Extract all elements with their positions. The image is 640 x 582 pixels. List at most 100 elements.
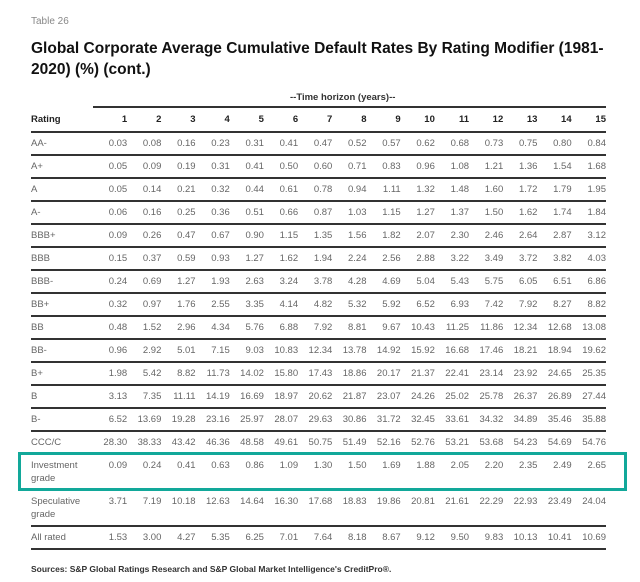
value-cell: 0.71 xyxy=(332,155,367,179)
value-cell: 4.69 xyxy=(366,270,401,294)
value-cell: 17.43 xyxy=(298,362,333,386)
source-note: Sources: S&P Global Ratings Research and… xyxy=(31,564,392,574)
value-cell: 29.63 xyxy=(298,408,333,432)
value-cell: 32.45 xyxy=(400,408,435,432)
value-cell: 0.05 xyxy=(93,178,128,202)
value-cell: 21.61 xyxy=(434,490,470,527)
value-cell: 0.96 xyxy=(400,155,435,179)
value-cell: 1.50 xyxy=(469,201,504,225)
value-cell: 1.08 xyxy=(434,155,470,179)
value-cell: 2.07 xyxy=(400,224,435,248)
value-cell: 23.92 xyxy=(503,362,538,386)
rating-cell: Investment grade xyxy=(31,454,93,491)
value-cell: 3.13 xyxy=(93,385,128,409)
value-cell: 1.52 xyxy=(127,316,162,340)
rating-cell: BB+ xyxy=(31,293,93,317)
value-cell: 18.86 xyxy=(332,362,367,386)
value-cell: 18.21 xyxy=(503,339,538,363)
rating-cell: BB xyxy=(31,316,93,340)
value-cell: 0.84 xyxy=(571,132,606,156)
value-cell: 2.30 xyxy=(434,224,470,248)
value-cell: 16.69 xyxy=(229,385,264,409)
value-cell: 1.30 xyxy=(298,454,333,491)
value-cell: 18.97 xyxy=(263,385,299,409)
value-cell: 1.88 xyxy=(400,454,435,491)
rating-cell: B xyxy=(31,385,93,409)
value-cell: 8.67 xyxy=(366,526,401,550)
value-cell: 1.27 xyxy=(229,247,264,271)
value-cell: 1.68 xyxy=(571,155,606,179)
rating-cell: BBB+ xyxy=(31,224,93,248)
table-row: BBB- 0.24 0.69 1.27 1.93 2.63 3.24 3.78 4.28 4.69… xyxy=(31,270,606,294)
value-cell: 19.62 xyxy=(571,339,606,363)
column-header-year: 13 xyxy=(503,108,538,133)
value-cell: 0.24 xyxy=(93,270,128,294)
value-cell: 7.92 xyxy=(503,293,538,317)
value-cell: 22.41 xyxy=(434,362,470,386)
value-cell: 3.72 xyxy=(503,247,538,271)
value-cell: 1.76 xyxy=(161,293,196,317)
value-cell: 0.69 xyxy=(127,270,162,294)
value-cell: 0.36 xyxy=(195,201,230,225)
value-cell: 9.50 xyxy=(434,526,470,550)
value-cell: 52.16 xyxy=(366,431,401,455)
value-cell: 25.35 xyxy=(571,362,606,386)
value-cell: 1.94 xyxy=(298,247,333,271)
value-cell: 1.82 xyxy=(366,224,401,248)
value-cell: 13.69 xyxy=(127,408,162,432)
column-header-year: 3 xyxy=(161,108,196,133)
value-cell: 1.15 xyxy=(366,201,401,225)
value-cell: 0.16 xyxy=(127,201,162,225)
value-cell: 0.08 xyxy=(127,132,162,156)
value-cell: 0.87 xyxy=(298,201,333,225)
value-cell: 1.93 xyxy=(195,270,230,294)
value-cell: 6.52 xyxy=(93,408,128,432)
value-cell: 5.32 xyxy=(332,293,367,317)
value-cell: 0.67 xyxy=(195,224,230,248)
value-cell: 1.15 xyxy=(263,224,299,248)
value-cell: 4.14 xyxy=(263,293,299,317)
column-header-year: 9 xyxy=(366,108,401,133)
rating-cell: BBB xyxy=(31,247,93,271)
value-cell: 3.82 xyxy=(537,247,572,271)
value-cell: 10.83 xyxy=(263,339,299,363)
value-cell: 19.28 xyxy=(161,408,196,432)
value-cell: 54.69 xyxy=(537,431,572,455)
value-cell: 1.11 xyxy=(366,178,401,202)
value-cell: 1.60 xyxy=(469,178,504,202)
value-cell: 0.41 xyxy=(263,132,299,156)
value-cell: 18.83 xyxy=(332,490,367,527)
value-cell: 1.27 xyxy=(400,201,435,225)
value-cell: 11.11 xyxy=(161,385,196,409)
column-header-year: 7 xyxy=(298,108,333,133)
value-cell: 0.73 xyxy=(469,132,504,156)
value-cell: 1.03 xyxy=(332,201,367,225)
value-cell: 4.27 xyxy=(161,526,196,550)
value-cell: 0.09 xyxy=(93,224,128,248)
value-cell: 0.86 xyxy=(229,454,264,491)
column-header-year: 15 xyxy=(571,108,606,133)
value-cell: 31.72 xyxy=(366,408,401,432)
value-cell: 0.68 xyxy=(434,132,470,156)
value-cell: 0.52 xyxy=(332,132,367,156)
value-cell: 12.68 xyxy=(537,316,572,340)
value-cell: 22.93 xyxy=(503,490,538,527)
column-header-year: 8 xyxy=(332,108,367,133)
value-cell: 12.63 xyxy=(195,490,230,527)
value-cell: 3.71 xyxy=(93,490,128,527)
value-cell: 0.63 xyxy=(195,454,230,491)
value-cell: 6.88 xyxy=(263,316,299,340)
value-cell: 1.36 xyxy=(503,155,538,179)
value-cell: 20.17 xyxy=(366,362,401,386)
value-cell: 8.27 xyxy=(537,293,572,317)
value-cell: 0.06 xyxy=(93,201,128,225)
column-header-year: 10 xyxy=(400,108,435,133)
header-group-label: --Time horizon (years)-- xyxy=(290,92,396,103)
value-cell: 3.24 xyxy=(263,270,299,294)
rating-cell: BBB- xyxy=(31,270,93,294)
value-cell: 25.78 xyxy=(469,385,504,409)
value-cell: 22.29 xyxy=(469,490,504,527)
column-header-year: 1 xyxy=(93,108,128,133)
table-title: Global Corporate Average Cumulative Defa… xyxy=(31,40,604,78)
value-cell: 0.48 xyxy=(93,316,128,340)
